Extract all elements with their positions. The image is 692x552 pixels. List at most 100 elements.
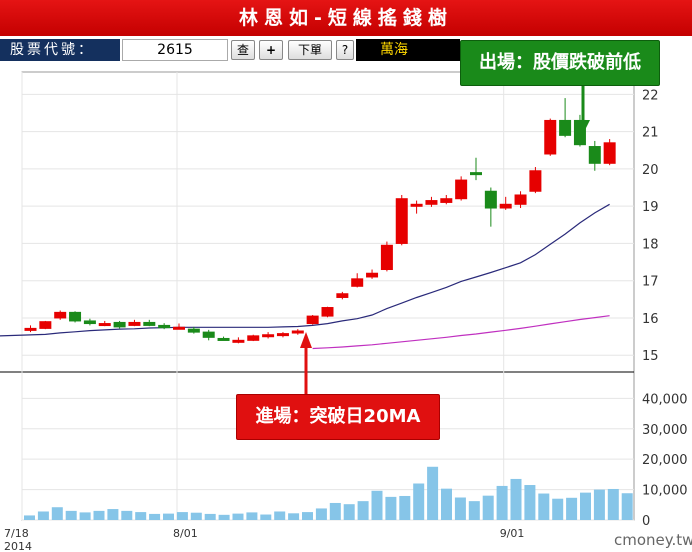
volume-bar: [107, 509, 119, 520]
volume-bar: [190, 512, 202, 520]
candle-body: [232, 339, 245, 343]
candle-body: [98, 323, 111, 327]
volume-bar: [496, 485, 508, 520]
volume-bars: [24, 466, 633, 520]
stock-code-label: 股票代號：: [0, 39, 120, 61]
candle-body: [143, 321, 156, 326]
volume-bar: [468, 501, 480, 520]
candle-body: [276, 333, 289, 337]
candle-body: [425, 200, 438, 205]
volume-bar: [524, 485, 536, 520]
candle-body: [321, 307, 334, 317]
volume-bar: [218, 514, 230, 520]
stock-name-display: 萬海: [356, 39, 460, 61]
ma20-line: [0, 203, 610, 337]
watermark: cmoney.tw: [614, 531, 692, 549]
volume-bar: [302, 512, 313, 520]
candle-body: [484, 190, 497, 209]
volume-bar: [315, 508, 327, 520]
callout-arrows: [300, 84, 590, 394]
volume-bar: [163, 513, 174, 520]
date-tick-label: 8/01: [173, 527, 198, 540]
chart-grid: [0, 71, 635, 521]
candle-body: [470, 172, 482, 176]
candle-body: [173, 326, 185, 330]
price-tick-label: 21: [642, 126, 659, 141]
exit-arrow-head: [576, 120, 590, 134]
candle-body: [39, 321, 52, 329]
price-tick-label: 20: [642, 163, 659, 178]
volume-bar: [93, 510, 105, 520]
page-title: 林恩如-短線搖錢樹: [0, 0, 692, 36]
candle-body: [247, 335, 260, 341]
volume-bar: [510, 478, 522, 520]
help-button[interactable]: ?: [336, 40, 354, 60]
candle-body: [514, 194, 527, 205]
volume-bar: [357, 501, 369, 520]
price-tick-label: 19: [642, 200, 659, 215]
candlesticks: [24, 98, 616, 344]
price-tick-label: 17: [642, 275, 659, 290]
volume-bar: [593, 489, 605, 520]
chart-axes: 15 16 17 18 19 20 21 22 0 10,000 20,000 30,000 40,00…: [4, 88, 688, 552]
volume-bar: [454, 497, 466, 520]
volume-bar: [176, 512, 188, 520]
volume-bar: [399, 495, 411, 520]
volume-bar: [580, 492, 591, 520]
price-tick-label: 16: [642, 312, 659, 327]
volume-bar: [79, 512, 91, 520]
add-button[interactable]: +: [259, 40, 283, 60]
candle-body: [559, 119, 572, 136]
candle-body: [529, 170, 542, 192]
volume-bar: [260, 514, 272, 520]
volume-bar: [566, 497, 578, 520]
volume-bar: [288, 513, 300, 520]
exit-signal-callout: 出場：股價跌破前低: [460, 40, 660, 86]
price-tick-label: 22: [642, 88, 659, 103]
price-tick-label: 18: [642, 237, 659, 252]
volume-tick-label: 20,000: [642, 453, 688, 468]
order-button[interactable]: 下單: [288, 40, 332, 60]
date-tick-label: 2014: [4, 540, 32, 552]
volume-tick-label: 0: [642, 514, 650, 529]
volume-bar: [343, 504, 355, 520]
stock-code-input[interactable]: [122, 39, 228, 61]
volume-tick-label: 10,000: [642, 484, 688, 499]
chart-frame: [21, 71, 635, 521]
volume-bar: [385, 496, 397, 520]
candle-body: [544, 119, 557, 155]
volume-bar: [65, 510, 77, 520]
candle-body: [83, 320, 96, 325]
candle-body: [54, 311, 67, 319]
volume-bar: [621, 493, 633, 520]
entry-signal-callout: 進場：突破日20MA: [236, 394, 440, 440]
volume-bar: [204, 513, 216, 520]
candle-body: [455, 179, 468, 200]
candle-body: [499, 203, 512, 209]
volume-bar: [607, 488, 619, 520]
query-button[interactable]: 查: [231, 40, 255, 60]
candle-body: [262, 334, 275, 338]
volume-bar: [482, 495, 494, 520]
candle-body: [380, 244, 393, 271]
candle-body: [440, 198, 453, 203]
volume-bar: [274, 511, 286, 520]
volume-bar: [232, 513, 244, 520]
ma60-line: [312, 315, 610, 350]
candle-body: [217, 337, 230, 341]
volume-bar: [51, 507, 63, 520]
candle-body: [202, 331, 215, 338]
volume-bar: [371, 490, 383, 520]
entry-arrow-head: [300, 332, 312, 348]
candle-body: [158, 324, 171, 329]
candle-body: [69, 311, 82, 322]
volume-bar: [413, 483, 425, 520]
stock-chart: 15 16 17 18 19 20 21 22 0 10,000 20,000 30,000 40,00…: [0, 71, 688, 552]
candle-body: [291, 330, 304, 334]
volume-bar: [135, 512, 147, 520]
candle-body: [395, 198, 408, 244]
candle-body: [603, 142, 616, 164]
volume-bar: [246, 512, 258, 520]
candle-body: [306, 315, 319, 325]
volume-bar: [441, 488, 452, 520]
